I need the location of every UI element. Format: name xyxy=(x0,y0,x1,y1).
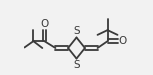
Text: S: S xyxy=(73,26,80,36)
Text: O: O xyxy=(40,19,49,29)
Text: S: S xyxy=(73,60,80,70)
Text: O: O xyxy=(118,36,126,46)
